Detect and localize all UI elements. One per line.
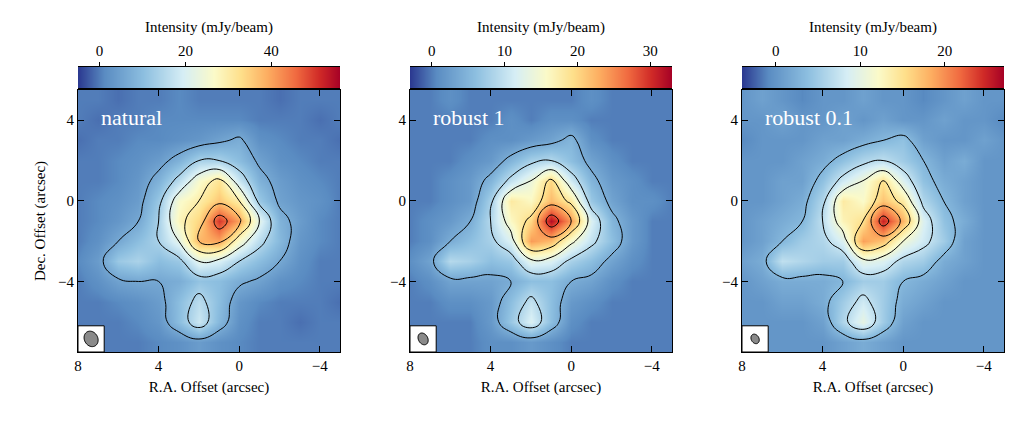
svg-text:robust 0.1: robust 0.1 xyxy=(765,105,853,130)
svg-text:−4: −4 xyxy=(390,274,406,290)
svg-text:natural: natural xyxy=(101,105,162,130)
svg-text:R.A. Offset (arcsec): R.A. Offset (arcsec) xyxy=(813,379,934,396)
svg-text:−4: −4 xyxy=(58,274,74,290)
svg-text:4: 4 xyxy=(487,358,495,374)
svg-text:Intensity (mJy/beam): Intensity (mJy/beam) xyxy=(145,19,273,36)
svg-text:20: 20 xyxy=(178,43,193,59)
svg-text:10: 10 xyxy=(853,43,868,59)
svg-text:0: 0 xyxy=(235,358,243,374)
svg-text:Intensity (mJy/beam): Intensity (mJy/beam) xyxy=(477,19,605,36)
svg-text:0: 0 xyxy=(399,193,407,209)
svg-text:0: 0 xyxy=(567,358,575,374)
svg-text:0: 0 xyxy=(67,193,75,209)
svg-text:0: 0 xyxy=(899,358,907,374)
svg-text:30: 30 xyxy=(643,43,658,59)
svg-text:8: 8 xyxy=(74,358,82,374)
svg-text:−4: −4 xyxy=(722,274,738,290)
svg-text:−4: −4 xyxy=(312,358,328,374)
svg-text:8: 8 xyxy=(406,358,414,374)
svg-text:10: 10 xyxy=(497,43,512,59)
svg-text:−4: −4 xyxy=(976,358,992,374)
svg-text:40: 40 xyxy=(264,43,279,59)
svg-text:4: 4 xyxy=(731,112,739,128)
svg-text:−4: −4 xyxy=(644,358,660,374)
svg-text:4: 4 xyxy=(67,112,75,128)
svg-text:4: 4 xyxy=(155,358,163,374)
svg-text:4: 4 xyxy=(819,358,827,374)
svg-text:R.A. Offset (arcsec): R.A. Offset (arcsec) xyxy=(481,379,602,396)
svg-text:Dec. Offset (arcsec): Dec. Offset (arcsec) xyxy=(32,161,49,281)
svg-text:0: 0 xyxy=(96,43,104,59)
svg-text:0: 0 xyxy=(731,193,739,209)
svg-text:0: 0 xyxy=(772,43,780,59)
svg-text:4: 4 xyxy=(399,112,407,128)
svg-text:R.A. Offset (arcsec): R.A. Offset (arcsec) xyxy=(149,379,270,396)
svg-text:20: 20 xyxy=(570,43,585,59)
svg-text:20: 20 xyxy=(937,43,952,59)
svg-text:8: 8 xyxy=(738,358,746,374)
svg-text:Intensity (mJy/beam): Intensity (mJy/beam) xyxy=(809,19,937,36)
svg-text:robust 1: robust 1 xyxy=(433,105,505,130)
svg-text:0: 0 xyxy=(428,43,436,59)
